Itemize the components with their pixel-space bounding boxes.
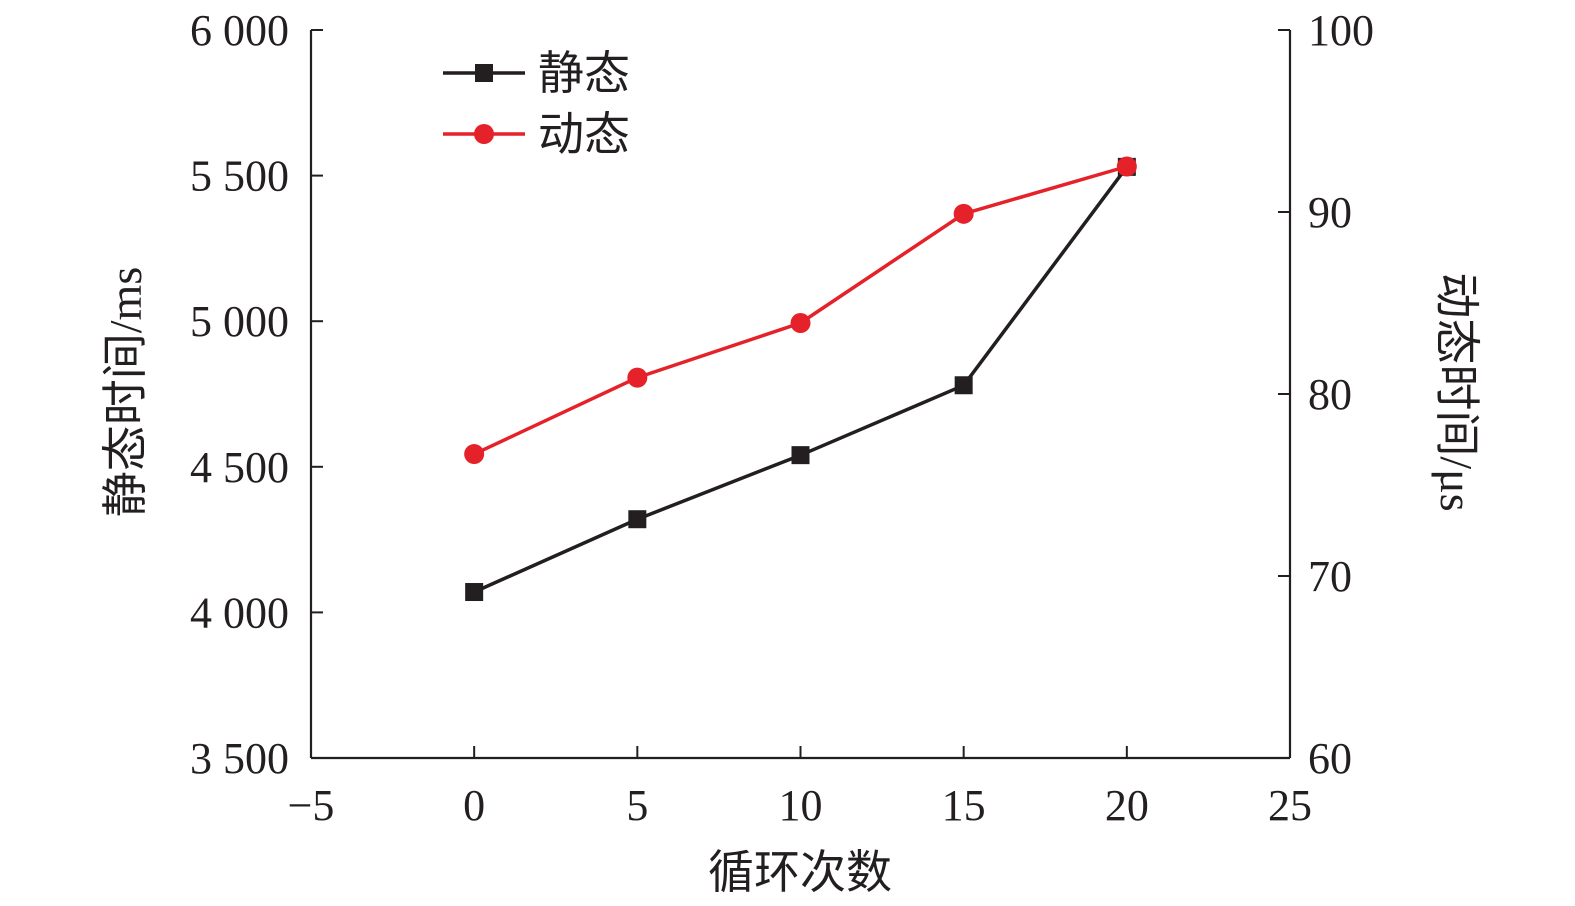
x-tick-label: 0 [463, 781, 485, 830]
data-point-static [465, 583, 484, 602]
x-tick-label: 20 [1105, 781, 1149, 830]
y-right-tick-label: 60 [1308, 734, 1352, 783]
data-point-dynamic [790, 313, 811, 334]
y-left-tick-label: 3 500 [190, 734, 289, 783]
x-tick-label: 5 [626, 781, 648, 830]
y-left-tick-label: 5 500 [190, 152, 289, 201]
axis-titles: 循环次数 静态时间/ms 动态时间/μs [100, 267, 1482, 898]
y-left-tick-label: 6 000 [190, 6, 289, 55]
legend-marker-dynamic [474, 124, 494, 144]
legend-label-dynamic: 动态 [538, 109, 630, 160]
series-line-static [473, 165, 1129, 594]
y-left-axis-title: 静态时间/ms [100, 267, 151, 517]
legend-marker-static [475, 64, 493, 82]
x-axis-title: 循环次数 [708, 847, 892, 898]
y-right-tick-label: 100 [1308, 6, 1374, 55]
legend-label-static: 静态 [538, 48, 630, 99]
series-line-dynamic [473, 164, 1128, 456]
y-right-tick-label: 80 [1308, 370, 1352, 419]
x-tick-label: 10 [779, 781, 823, 830]
x-tick-label: 25 [1268, 781, 1312, 830]
y-left-tick-label: 4 500 [190, 443, 289, 492]
y-right-axis-title: 动态时间/μs [1431, 272, 1482, 511]
y-right-tick-label: 70 [1308, 552, 1352, 601]
data-point-static [954, 376, 973, 395]
data-point-static [791, 446, 810, 465]
x-tick-label: −5 [288, 781, 335, 830]
data-point-dynamic [1116, 156, 1137, 177]
axes-layer: −5 0 5 10 15 20 25 3 500 4 000 4 500 5 000 5 500 6 0… [190, 6, 1374, 830]
data-point-static [628, 510, 647, 529]
data-point-dynamic [627, 367, 648, 388]
y-right-tick-label: 90 [1308, 188, 1352, 237]
y-left-tick-label: 4 000 [190, 588, 289, 637]
y-left-tick-label: 5 000 [190, 297, 289, 346]
series-layer [464, 156, 1137, 602]
data-point-dynamic [464, 444, 485, 465]
data-point-dynamic [953, 203, 974, 224]
x-tick-label: 15 [942, 781, 986, 830]
